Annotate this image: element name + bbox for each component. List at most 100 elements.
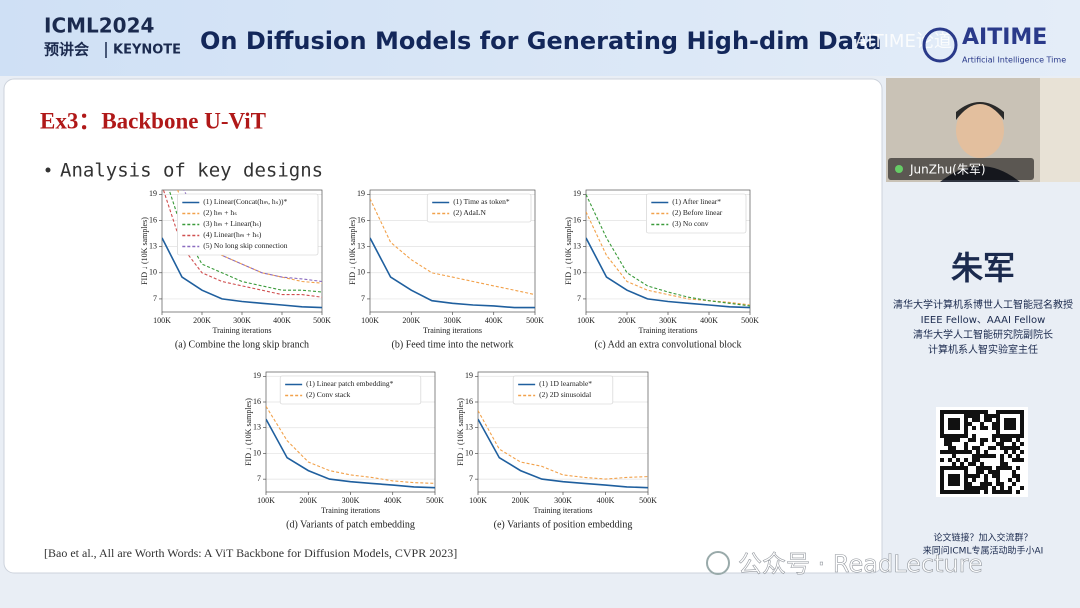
qr-cell [972, 446, 976, 450]
qr-cell [964, 470, 968, 474]
qr-cell [952, 434, 956, 438]
y-tick-label: 19 [357, 189, 365, 198]
qr-cell [956, 422, 960, 426]
qr-cell [976, 450, 980, 454]
legend-box [177, 193, 319, 256]
qr-cell [1000, 462, 1004, 466]
legend-label: (2) Before linear [672, 208, 722, 217]
qr-cell [996, 430, 1000, 434]
qr-cell [960, 434, 964, 438]
qr-cell [1008, 410, 1012, 414]
speaker-tag: JunZhu(朱军) [909, 163, 986, 177]
qr-cell [944, 438, 948, 442]
qr-cell [952, 474, 956, 478]
legend-label: (1) Time as token* [453, 197, 510, 206]
x-axis-label: Training iterations [423, 326, 482, 335]
qr-cell [988, 454, 992, 458]
chart-caption: (a) Combine the long skip branch [175, 339, 309, 350]
qr-cell [960, 466, 964, 470]
x-axis-label: Training iterations [533, 506, 592, 515]
qr-cell [996, 410, 1000, 414]
y-tick-label: 13 [573, 241, 581, 250]
qr-cell [940, 450, 944, 454]
qr-cell [980, 462, 984, 466]
y-tick-label: 16 [465, 397, 473, 406]
qr-cell [964, 418, 968, 422]
x-tick-label: 200K [299, 496, 317, 505]
qr-cell [1012, 442, 1016, 446]
y-tick-label: 19 [573, 189, 581, 198]
qr-cell [948, 410, 952, 414]
series-line [586, 237, 750, 309]
qr-cell [948, 418, 952, 422]
x-tick-label: 300K [342, 496, 360, 505]
legend-label: (4) Linear(hₘ + hₛ) [203, 230, 262, 239]
y-tick-label: 13 [357, 241, 365, 250]
y-axis-label: FID ↓ (10K samples) [348, 217, 357, 285]
header-bar [0, 0, 1080, 76]
keynote: KEYNOTE [113, 43, 181, 58]
qr-cell [944, 410, 948, 414]
qr-cell [968, 422, 972, 426]
y-tick-label: 7 [577, 294, 581, 303]
y-tick-label: 16 [149, 215, 157, 224]
qr-cell [1000, 438, 1004, 442]
qr-cell [940, 418, 944, 422]
qr-cell [948, 426, 952, 430]
chart-caption: (c) Add an extra convolutional block [595, 339, 742, 350]
qr-cell [1008, 486, 1012, 490]
qr-cell [1020, 418, 1024, 422]
affiliation: 计算机系人智实验室主任 [928, 343, 1038, 356]
x-tick-label: 400K [384, 496, 402, 505]
qr-cell [1020, 486, 1024, 490]
qr-cell [940, 426, 944, 430]
series-line [162, 237, 322, 309]
qr-cell [980, 442, 984, 446]
x-tick-label: 100K [361, 316, 379, 325]
qr-cell [1020, 442, 1024, 446]
qr-cell [992, 446, 996, 450]
x-tick-label: 100K [153, 316, 171, 325]
event-sub: 预讲会 [44, 41, 89, 59]
qr-cell [1016, 438, 1020, 442]
qr-cell [944, 450, 948, 454]
qr-cell [1020, 426, 1024, 430]
qr-cell [1012, 470, 1016, 474]
qr-cell [976, 414, 980, 418]
series-line [370, 198, 535, 296]
qr-cell [964, 410, 968, 414]
cta-line: 论文链接？加入交流群？ [933, 532, 1032, 544]
qr-cell [1008, 466, 1012, 470]
qr-cell [1016, 446, 1020, 450]
x-tick-label: 400K [485, 316, 503, 325]
qr-cell [948, 438, 952, 442]
qr-cell [972, 410, 976, 414]
x-tick-label: 200K [618, 316, 636, 325]
series-line [266, 406, 435, 484]
qr-cell [956, 490, 960, 494]
qr-cell [944, 442, 948, 446]
qr-cell [940, 478, 944, 482]
qr-cell [1004, 410, 1008, 414]
qr-cell [992, 474, 996, 478]
qr-cell [1004, 446, 1008, 450]
brand-sub: Artificial Intelligence Time [962, 56, 1066, 65]
qr-cell [1012, 422, 1016, 426]
qr-cell [984, 466, 988, 470]
y-tick-label: 7 [153, 294, 157, 303]
qr-cell [980, 466, 984, 470]
y-tick-label: 10 [149, 268, 157, 277]
qr-cell [984, 438, 988, 442]
qr-cell [980, 422, 984, 426]
qr-cell [952, 422, 956, 426]
qr-cell [988, 446, 992, 450]
legend-label: (2) hₘ + hₛ [203, 208, 237, 217]
y-tick-label: 10 [573, 268, 581, 277]
qr-cell [980, 486, 984, 490]
chart-caption: (b) Feed time into the network [392, 339, 514, 350]
qr-cell [984, 426, 988, 430]
qr-cell [980, 470, 984, 474]
qr-cell [956, 458, 960, 462]
qr-cell [940, 414, 944, 418]
